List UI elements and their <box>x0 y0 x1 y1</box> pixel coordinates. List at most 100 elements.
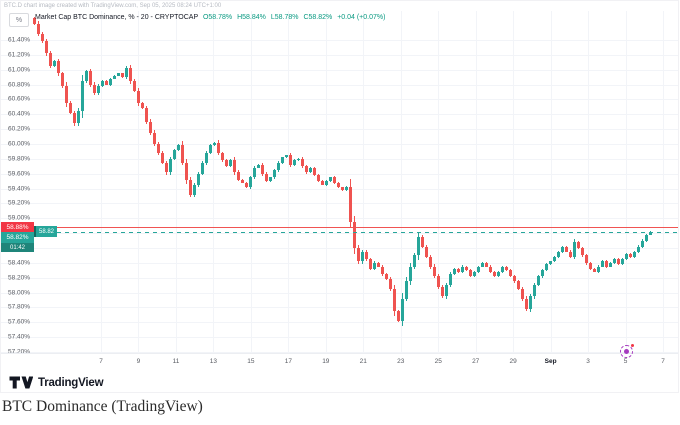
candle-up <box>405 281 408 299</box>
ohlc-low: L58.78% <box>270 14 299 21</box>
gridline-h <box>1 40 678 41</box>
candle-down <box>525 298 528 309</box>
gridline-h <box>1 129 678 131</box>
candle-up <box>113 75 116 79</box>
y-axis-label: 57.60% <box>8 318 31 326</box>
candle-down <box>73 112 76 124</box>
tradingview-logo-text: TradingView <box>38 376 104 389</box>
candle-up <box>461 266 464 272</box>
y-axis-label: 59.80% <box>8 155 31 163</box>
gridline-h <box>1 114 678 116</box>
y-axis-label: 59.00% <box>8 214 31 222</box>
candle-up <box>229 160 232 167</box>
candle-down <box>349 187 352 222</box>
last-price-dashed-line <box>1 231 678 233</box>
chart-canvas[interactable]: 61.40% 61.20% 61.00% 60.80% 60.60% 60.40% 60.2… <box>1 1 678 373</box>
candle-down <box>217 142 220 153</box>
tradingview-footer[interactable]: TradingView <box>9 376 104 389</box>
candle-down <box>261 164 264 174</box>
candle-up <box>409 266 412 282</box>
gridline-v <box>363 11 365 354</box>
candle-down <box>437 276 440 287</box>
candle-down <box>161 152 164 163</box>
candle-down <box>301 158 304 167</box>
calendar-event-icon[interactable] <box>620 344 634 358</box>
candle-down <box>381 266 384 274</box>
candle-down <box>181 145 184 163</box>
candle-up <box>173 149 176 159</box>
y-axis-label: 60.60% <box>8 95 31 103</box>
candle-down <box>165 162 168 173</box>
candle-up <box>373 262 376 269</box>
symbol-legend[interactable]: Market Cap BTC Dominance, % - 20 - CRYPT… <box>35 14 385 21</box>
candle-down <box>65 86 68 104</box>
x-axis-label: 9 <box>136 358 141 365</box>
price-line-inline-label: 58.82 <box>34 226 58 238</box>
candle-down <box>69 103 72 113</box>
candle-up <box>541 270 544 277</box>
candle-up <box>537 276 540 286</box>
x-axis-label: 23 <box>397 358 405 365</box>
candle-up <box>573 242 576 257</box>
candle-up <box>177 145 180 150</box>
candle-up <box>609 262 612 267</box>
candle-down <box>617 259 620 265</box>
gridline-h <box>1 144 678 145</box>
candle-up <box>97 86 100 94</box>
candle-down <box>341 187 344 191</box>
last-price-scale-badge: 58.82% 01:42 <box>1 232 34 253</box>
gridline-v <box>625 11 627 354</box>
x-axis-label: 29 <box>509 358 517 365</box>
gridline-h <box>1 307 678 309</box>
candle-down <box>489 266 492 272</box>
gridline-h <box>1 188 678 190</box>
gridline-v <box>288 11 290 354</box>
candle-up <box>329 177 332 182</box>
candle-down <box>585 255 588 263</box>
candle-down <box>397 311 400 321</box>
candle-up <box>545 264 548 271</box>
candle-up <box>477 266 480 272</box>
candle-up <box>197 173 200 185</box>
gridline-v <box>400 11 402 354</box>
candle-down <box>57 60 60 74</box>
y-axis-label: 61.00% <box>8 66 31 74</box>
candle-down <box>369 259 372 269</box>
candle-up <box>281 157 284 163</box>
y-axis-label: 58.40% <box>8 259 31 267</box>
gridline-v <box>588 11 590 354</box>
gridline-h <box>1 322 678 324</box>
candle-up <box>125 68 128 78</box>
gridline-h <box>1 203 678 205</box>
candle-up <box>481 262 484 267</box>
candle-down <box>565 246 568 252</box>
gridline-v <box>175 11 177 354</box>
y-axis-label: 60.20% <box>8 125 31 133</box>
candle-down <box>137 90 140 104</box>
tradingview-logo-icon <box>9 376 33 389</box>
gridline-h <box>1 99 678 101</box>
candle-down <box>185 162 188 180</box>
gridline-h <box>1 277 678 279</box>
gridline-v <box>550 11 552 354</box>
candle-up <box>401 298 404 321</box>
candle-down <box>157 144 160 153</box>
candle-down <box>421 236 424 247</box>
gridline-h <box>1 352 678 353</box>
ohlc-open: O58.78% <box>202 14 233 21</box>
candle-up <box>101 80 104 87</box>
candle-down <box>129 68 132 81</box>
candle-down <box>569 251 572 257</box>
candle-down <box>505 266 508 271</box>
ohlc-change: +0.04 (+0.07%) <box>337 14 386 21</box>
x-axis-label: 13 <box>209 358 218 365</box>
price-scale-unit-button[interactable]: % <box>9 13 29 27</box>
candle-down <box>317 175 320 182</box>
candle-down <box>353 222 356 248</box>
x-axis-label: 5 <box>623 358 628 365</box>
event-alert-dot-icon <box>631 344 634 347</box>
gridline-v <box>663 11 665 354</box>
candle-up <box>201 162 204 174</box>
candle-down <box>49 53 52 66</box>
